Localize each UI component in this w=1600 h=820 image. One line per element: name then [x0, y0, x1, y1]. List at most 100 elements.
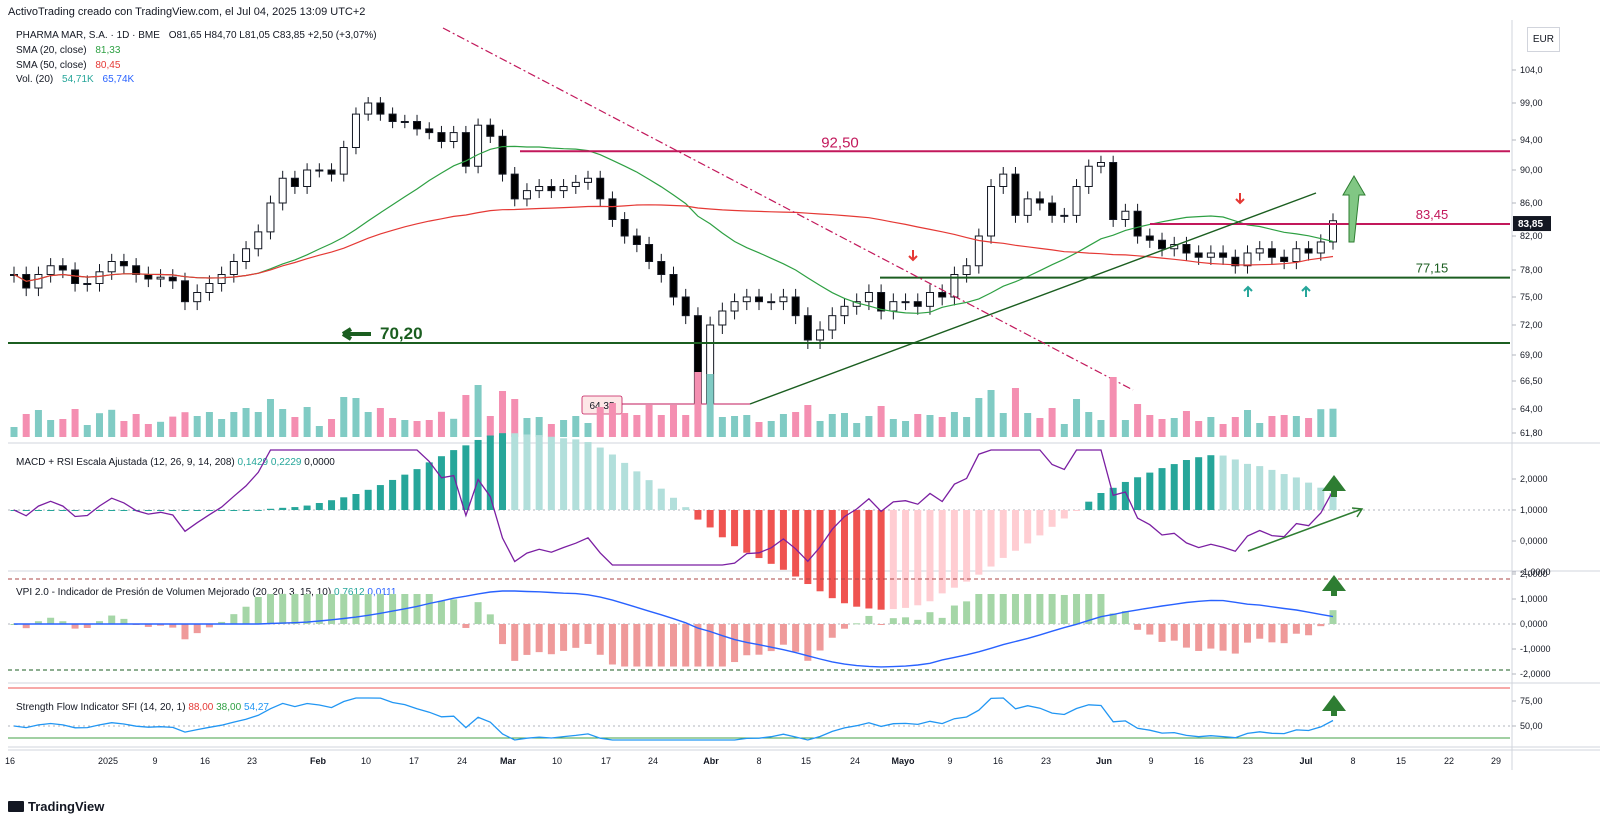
macd-bar [792, 510, 800, 577]
candle [119, 261, 128, 267]
vpi-legend[interactable]: VPI 2.0 - Indicador de Presión de Volume… [16, 587, 396, 598]
macd-bar [975, 510, 983, 575]
candle [437, 132, 446, 143]
macd-bar [633, 471, 641, 510]
volume-bar [1048, 408, 1056, 437]
support-label-77: 77,15 [1416, 261, 1449, 276]
macd-bar [413, 469, 421, 510]
volume-bar [853, 423, 861, 437]
vpi-bar [1146, 624, 1154, 635]
left-arrow-icon [341, 327, 371, 341]
volume-bar [889, 419, 897, 437]
candle [107, 261, 116, 273]
volume-bar [1207, 417, 1215, 437]
macd-bar [193, 510, 201, 511]
volume-bar [144, 424, 152, 437]
currency-label[interactable]: EUR [1526, 27, 1560, 52]
vpi-bar [120, 618, 128, 624]
candle [754, 296, 763, 303]
macd-bar [596, 447, 604, 510]
macd-bar [963, 510, 971, 582]
volume-bar [987, 390, 995, 437]
macd-bar [523, 434, 531, 510]
volume-bar [1060, 424, 1068, 437]
macd-bar [425, 462, 433, 510]
volume-bar [328, 419, 336, 437]
signal-arrow-up-icon [1301, 285, 1311, 297]
macd-bar [1207, 455, 1215, 510]
vpi-bar [181, 624, 189, 640]
price-tick-label: 69,00 [1520, 350, 1543, 360]
vpi-bar [425, 594, 433, 624]
vpi-line [14, 590, 1334, 668]
sma50-legend[interactable]: SMA (50, close) 80,45 [16, 60, 126, 71]
candle [205, 283, 214, 293]
vpi-bar [22, 624, 30, 629]
volume-bar [157, 421, 165, 437]
volume-bar [242, 408, 250, 437]
volume-bar [1317, 409, 1325, 437]
volume-bar [83, 425, 91, 437]
volume-bar [1329, 408, 1337, 437]
macd-bar [1305, 482, 1313, 510]
volume-bar [1024, 413, 1032, 437]
symbol-legend[interactable]: PHARMA MAR, S.A. · 1D · BME O81,65 H84,7… [16, 30, 383, 41]
macd-bar [169, 510, 177, 511]
vpi-bar [792, 624, 800, 652]
vpi-name: VPI 2.0 - Indicador de Presión de Volume… [16, 587, 332, 598]
vpi-bar [413, 594, 421, 624]
macd-bar [181, 510, 189, 511]
vpi-bar [657, 624, 665, 667]
time-tick-label: 17 [409, 756, 419, 766]
volume-bar [633, 415, 641, 437]
macd-bar [401, 474, 409, 510]
vpi-bar [877, 624, 885, 625]
vpi-bar [47, 617, 55, 624]
volume-bar [315, 426, 323, 437]
volume-bar [792, 412, 800, 437]
macd-bar [1121, 481, 1129, 510]
candle [388, 113, 397, 122]
macd-bar [364, 489, 372, 510]
volume-bar [511, 399, 519, 437]
vpi-tick-label: 0,0000 [1520, 619, 1548, 629]
candle [620, 219, 629, 237]
macd-legend[interactable]: MACD + RSI Escala Ajustada (12, 26, 9, 1… [16, 457, 335, 468]
candle [1145, 235, 1154, 241]
volume-bar [1280, 415, 1288, 437]
vpi-bar [499, 624, 507, 645]
candle [559, 186, 568, 192]
volume-bar [645, 405, 653, 437]
candle [1304, 248, 1313, 254]
candle [1280, 256, 1289, 262]
candle [303, 169, 312, 187]
volume-bar [1268, 416, 1276, 437]
vpi-bar [694, 624, 702, 667]
volume-bar [254, 412, 262, 437]
vpi-bar [1073, 594, 1081, 624]
sma20-legend[interactable]: SMA (20, close) 81,33 [16, 45, 126, 56]
vpi-bar [1280, 624, 1288, 644]
vpi-bar [34, 621, 42, 624]
volume-bar [560, 420, 568, 437]
vpi-bar [853, 623, 861, 625]
vpi-bar [193, 624, 201, 634]
vpi-bar [645, 624, 653, 667]
volume-legend[interactable]: Vol. (20) 54,71K 65,74K [16, 74, 140, 85]
time-tick-label: 16 [200, 756, 210, 766]
volume-bar [608, 403, 616, 437]
vpi-bar [157, 624, 165, 626]
vpi-value-1: 0,7612 [333, 587, 365, 598]
sfi-legend[interactable]: Strength Flow Indicator SFI (14, 20, 1) … [16, 702, 269, 713]
macd-tick-label: 2,0000 [1520, 474, 1548, 484]
vpi-bar [755, 624, 763, 655]
candle [718, 310, 727, 326]
tradingview-brand[interactable]: TradingView [8, 799, 104, 814]
macd-tick-label: 1,0000 [1520, 505, 1548, 515]
candle [1231, 256, 1240, 267]
volume-bar [1256, 423, 1264, 437]
vpi-bar [266, 594, 274, 624]
candle [425, 128, 434, 134]
volume-bar [963, 417, 971, 437]
